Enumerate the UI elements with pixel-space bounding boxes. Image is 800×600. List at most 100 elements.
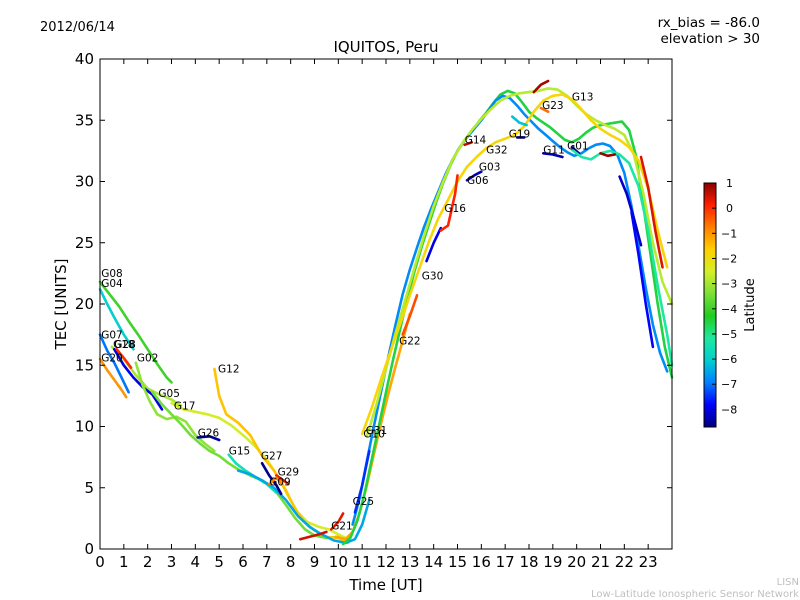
- x-tick-label: 16: [472, 553, 491, 571]
- x-tick-label: 7: [262, 553, 272, 571]
- prn-label-g08: G08: [101, 268, 123, 280]
- tec-series-31: [510, 115, 528, 127]
- tec-series-18: [329, 512, 345, 531]
- colorbar-tick-label: −3: [721, 278, 737, 291]
- x-tick-layer: 0 1 2 3 4 5 6 7 8 9 10 11 12 13 14 15 16 17 18 19 20 21 22 23: [95, 59, 658, 571]
- tec-series-0: [98, 280, 173, 384]
- prn-label-g29: G29: [278, 467, 300, 479]
- colorbar: [703, 182, 717, 428]
- prn-label-g18: G18: [113, 339, 135, 351]
- x-tick-label: 21: [591, 553, 610, 571]
- tec-series-27: [439, 174, 459, 232]
- colorbar-tick-label: 0: [726, 202, 733, 215]
- colorbar-tick-label: −5: [721, 328, 737, 341]
- tec-series-25: [401, 294, 419, 336]
- tec-series-22: [353, 449, 371, 514]
- colorbar-label: Latitude: [743, 278, 758, 332]
- tec-series-5: [113, 347, 164, 411]
- prn-label-g22: G22: [399, 335, 421, 347]
- colorbar-tick-label: −2: [721, 252, 737, 265]
- prn-label-g07: G07: [101, 329, 123, 341]
- y-tick-label: 20: [75, 295, 94, 313]
- tec-series-28: [463, 141, 474, 147]
- tec-series-7: [134, 361, 216, 453]
- y-tick-label: 25: [75, 234, 94, 252]
- colorbar-tick-label: −7: [721, 378, 737, 391]
- x-tick-label: 22: [615, 553, 634, 571]
- tec-series-32: [539, 106, 550, 113]
- tec-series-26: [425, 226, 443, 263]
- tec-series-36: [618, 175, 643, 247]
- prn-label-g30: G30: [422, 271, 444, 283]
- tec-series-13: [236, 469, 371, 545]
- prn-label-g28: G28: [114, 339, 136, 351]
- y-tick-label: 15: [75, 356, 94, 374]
- tec-series-29: [465, 170, 483, 182]
- tec-series-9: [170, 401, 350, 541]
- tec-series-23: [365, 87, 674, 438]
- x-tick-label: 6: [238, 553, 248, 571]
- y-tick-label: 10: [75, 418, 94, 436]
- colorbar-tick-label: −8: [721, 403, 737, 416]
- x-tick-label: 18: [519, 553, 538, 571]
- colorbar-tick-label: 1: [726, 177, 733, 190]
- tec-series-37: [570, 148, 674, 367]
- prn-label-g27: G27: [261, 451, 283, 463]
- tec-series-3: [98, 357, 128, 399]
- tec-series-8: [151, 390, 340, 540]
- footer-lisn: LISN: [777, 577, 799, 588]
- prn-label-g01: G01: [567, 141, 589, 153]
- y-tick-label: 40: [75, 50, 94, 68]
- prn-label-g12: G12: [218, 364, 240, 376]
- rx-bias-label: rx_bias = -86.0: [658, 15, 760, 31]
- prn-label-g10: G10: [363, 429, 385, 441]
- tec-series-33: [532, 79, 550, 94]
- prn-label-g13: G13: [572, 92, 594, 104]
- tec-series-11: [196, 434, 221, 442]
- prn-label-g14: G14: [465, 135, 487, 147]
- tec-series-15: [275, 474, 290, 486]
- prn-label-g17: G17: [174, 400, 196, 412]
- x-tick-label: 12: [376, 553, 395, 571]
- chart-title: IQUITOS, Peru: [333, 38, 438, 56]
- prn-label-g21: G21: [331, 520, 353, 532]
- tec-series-35: [570, 145, 581, 155]
- prn-label-g23: G23: [542, 100, 564, 112]
- prn-label-g11: G11: [543, 144, 565, 156]
- y-axis-label: TEC [UNITS]: [52, 259, 70, 351]
- x-tick-label: 9: [310, 553, 320, 571]
- tec-series-40: [599, 152, 617, 158]
- date-label: 2012/06/14: [40, 20, 115, 35]
- prn-label-g16: G16: [444, 203, 466, 215]
- y-tick-label: 0: [84, 540, 94, 558]
- x-tick-label: 0: [95, 553, 105, 571]
- y-tick-label: 30: [75, 173, 94, 191]
- prn-label-g04: G04: [101, 278, 123, 290]
- y-tick-layer: 0 5 10 15 20 25 30 35 40: [75, 50, 672, 558]
- prn-label-g15: G15: [229, 446, 251, 458]
- x-tick-label: 10: [329, 553, 348, 571]
- tec-series-38: [630, 210, 655, 349]
- prn-label-g09: G09: [269, 476, 291, 488]
- tec-series-21: [351, 94, 669, 526]
- x-tick-label: 1: [119, 553, 129, 571]
- tec-series-6: [115, 347, 133, 370]
- x-tick-label: 5: [214, 553, 224, 571]
- tec-series-2: [98, 333, 130, 394]
- prn-label-g26: G26: [198, 427, 220, 439]
- y-tick-label: 35: [75, 111, 94, 129]
- prn-label-g06: G06: [467, 175, 489, 187]
- prn-label-g25: G25: [353, 496, 375, 508]
- colorbar-tick-layer: 1 0 −1 −2 −3 −4 −5 −6 −7 −8: [712, 177, 737, 416]
- x-tick-label: 3: [167, 553, 177, 571]
- x-tick-label: 19: [543, 553, 562, 571]
- footer-network: Low-Latitude Ionospheric Sensor Network: [591, 589, 799, 600]
- colorbar-tick-label: −1: [721, 227, 737, 240]
- x-tick-label: 11: [353, 553, 372, 571]
- prn-label-g05: G05: [158, 388, 180, 400]
- x-tick-label: 4: [191, 553, 201, 571]
- x-tick-label: 15: [448, 553, 467, 571]
- y-tick-label: 5: [84, 479, 94, 497]
